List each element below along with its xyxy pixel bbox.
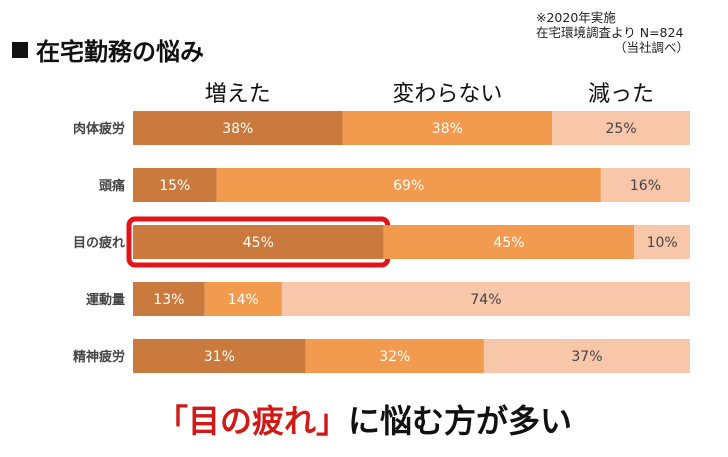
- bar-segment: [204, 282, 282, 316]
- bar-segment: [133, 225, 384, 259]
- chart-title-text: 在宅勤務の悩み: [36, 38, 204, 66]
- bar-segment: [483, 339, 690, 373]
- source-note: ※2020年実施 在宅環境調査より N=824 （当社調べ）: [536, 10, 689, 55]
- bar-segment: [342, 111, 553, 145]
- chart-title: 在宅勤務の悩み: [12, 32, 204, 67]
- data-label: 74%: [470, 292, 501, 308]
- bar-segment: [133, 339, 306, 373]
- tagline-highlight: 「目の疲れ」: [155, 402, 348, 440]
- category-label: 精神疲労: [73, 349, 125, 365]
- data-label: 14%: [228, 292, 259, 308]
- category-label: 頭痛: [99, 178, 125, 194]
- bar-segment: [600, 168, 690, 202]
- data-label: 45%: [493, 235, 524, 251]
- legend-label-2: 減った: [588, 82, 654, 107]
- data-label: 10%: [647, 235, 678, 251]
- data-label: 45%: [243, 235, 274, 251]
- category-label: 肉体疲労: [73, 121, 125, 137]
- bar-segment: [634, 225, 690, 259]
- source-line-3: （当社調べ）: [614, 40, 690, 55]
- data-label: 15%: [159, 178, 190, 194]
- title-square-icon: [12, 41, 28, 58]
- data-label: 25%: [606, 121, 637, 137]
- bar-segment: [383, 225, 635, 259]
- category-label: 目の疲れ: [73, 235, 125, 251]
- bar-segment: [281, 282, 690, 316]
- data-label: 38%: [432, 121, 463, 137]
- bar-segment: [552, 111, 690, 145]
- bar-segment: [133, 111, 343, 145]
- source-line-1: ※2020年実施: [536, 10, 616, 25]
- legend-label-1: 変わらない: [392, 82, 502, 107]
- data-label: 38%: [222, 121, 253, 137]
- bar-segment: [133, 282, 205, 316]
- category-label: 運動量: [86, 292, 125, 308]
- data-label: 13%: [153, 292, 184, 308]
- legend-label-0: 増えた: [205, 82, 271, 107]
- tagline-rest: に悩む方が多い: [348, 402, 573, 440]
- bar-segment: [216, 168, 601, 202]
- data-label: 37%: [571, 349, 602, 365]
- source-line-2: 在宅環境調査より N=824: [536, 25, 684, 40]
- bar-segment: [133, 168, 217, 202]
- tagline: 「目の疲れ」に悩む方が多い: [0, 396, 728, 442]
- data-label: 32%: [379, 349, 410, 365]
- data-label: 69%: [393, 178, 424, 194]
- data-label: 16%: [630, 178, 661, 194]
- bar-segment: [305, 339, 484, 373]
- data-label: 31%: [204, 349, 235, 365]
